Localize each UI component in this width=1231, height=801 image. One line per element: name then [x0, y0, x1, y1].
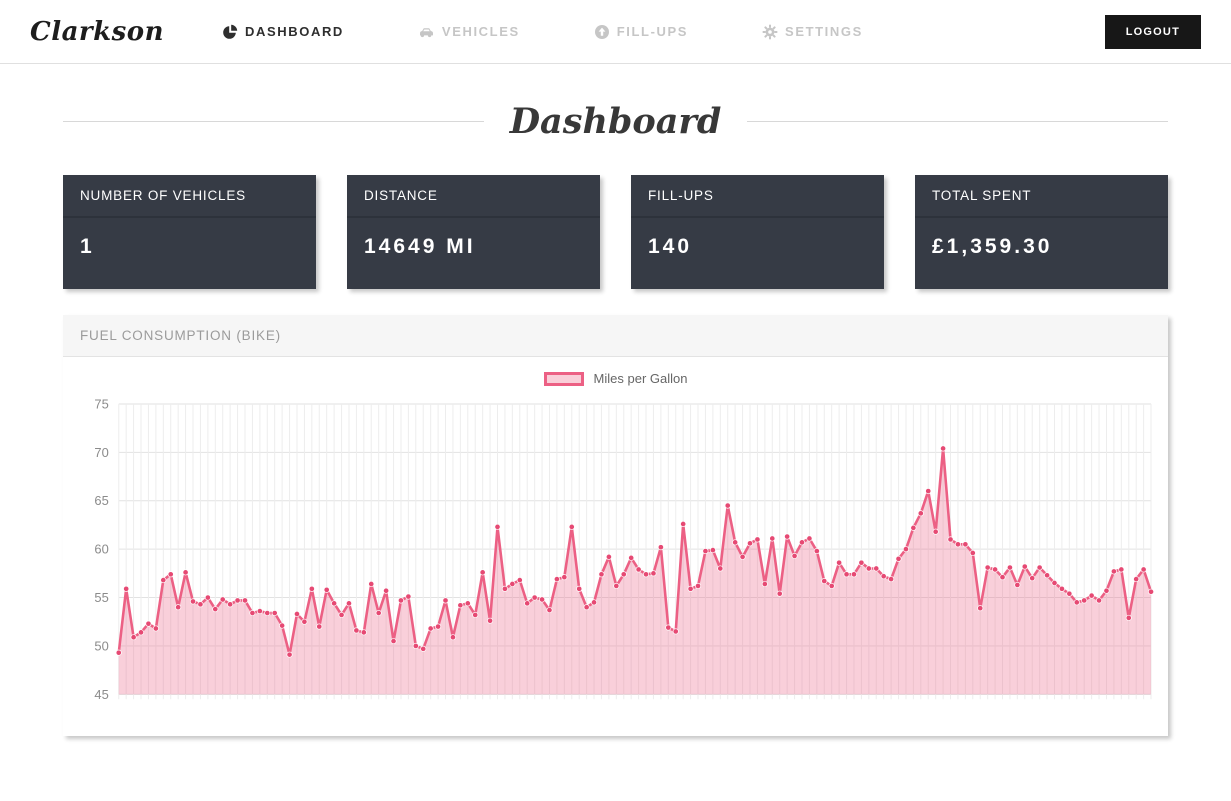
- chart-legend: Miles per Gallon: [71, 371, 1160, 386]
- fuel-consumption-panel: FUEL CONSUMPTION (BIKE) Miles per Gallon…: [63, 315, 1168, 737]
- nav-item-dashboard[interactable]: DASHBOARD: [222, 24, 344, 40]
- stat-card-distance: DISTANCE 14649 MI: [347, 175, 600, 289]
- page-title-row: Dashboard: [63, 104, 1168, 139]
- panel-body: Miles per Gallon 75 70 65 60 55 50 45: [63, 357, 1168, 736]
- stat-value: 14649 MI: [364, 235, 476, 258]
- nav-item-label: DASHBOARD: [245, 24, 344, 39]
- legend-label: Miles per Gallon: [593, 371, 688, 386]
- svg-text:45: 45: [94, 687, 108, 702]
- pie-chart-icon: [222, 24, 238, 40]
- page-title: Dashboard: [509, 101, 722, 142]
- top-navbar: Clarkson DASHBOARD VEHICLES: [0, 0, 1231, 64]
- panel-title: FUEL CONSUMPTION (BIKE): [63, 315, 1168, 357]
- nav-item-label: FILL-UPS: [616, 24, 689, 39]
- title-divider-right: [747, 121, 1168, 122]
- car-icon: [418, 24, 435, 40]
- svg-text:60: 60: [94, 542, 108, 557]
- nav-item-label: VEHICLES: [441, 24, 520, 39]
- svg-text:70: 70: [94, 445, 108, 460]
- arrow-up-circle-icon: [594, 24, 610, 40]
- svg-text:50: 50: [94, 638, 108, 653]
- logout-button[interactable]: LOGOUT: [1104, 14, 1201, 49]
- svg-text:75: 75: [94, 396, 108, 411]
- nav-item-fillups[interactable]: FILL-UPS: [594, 24, 688, 40]
- stat-label: FILL-UPS: [631, 175, 884, 218]
- stat-value: £1,359.30: [932, 235, 1053, 258]
- stat-card-total-spent: TOTAL SPENT £1,359.30: [915, 175, 1168, 289]
- stat-value: 140: [648, 235, 693, 258]
- gear-icon: [762, 24, 778, 40]
- legend-swatch: [543, 371, 584, 386]
- stat-card-fillups: FILL-UPS 140: [631, 175, 884, 289]
- svg-text:55: 55: [94, 590, 108, 605]
- nav-item-vehicles[interactable]: VEHICLES: [418, 24, 520, 40]
- stat-label: NUMBER OF VEHICLES: [63, 175, 316, 218]
- svg-text:65: 65: [94, 493, 108, 508]
- nav-items: DASHBOARD VEHICLES FILL-UPS: [222, 24, 937, 40]
- brand-logo[interactable]: Clarkson: [30, 16, 165, 47]
- stat-value: 1: [80, 235, 95, 258]
- nav-item-label: SETTINGS: [785, 24, 863, 39]
- stat-card-vehicles: NUMBER OF VEHICLES 1: [63, 175, 316, 289]
- title-divider-left: [63, 121, 484, 122]
- mpg-line-chart[interactable]: 75 70 65 60 55 50 45: [71, 394, 1160, 710]
- stat-label: DISTANCE: [347, 175, 600, 218]
- stats-row: NUMBER OF VEHICLES 1 DISTANCE 14649 MI F…: [63, 175, 1168, 289]
- stat-label: TOTAL SPENT: [915, 175, 1168, 218]
- nav-item-settings[interactable]: SETTINGS: [762, 24, 863, 40]
